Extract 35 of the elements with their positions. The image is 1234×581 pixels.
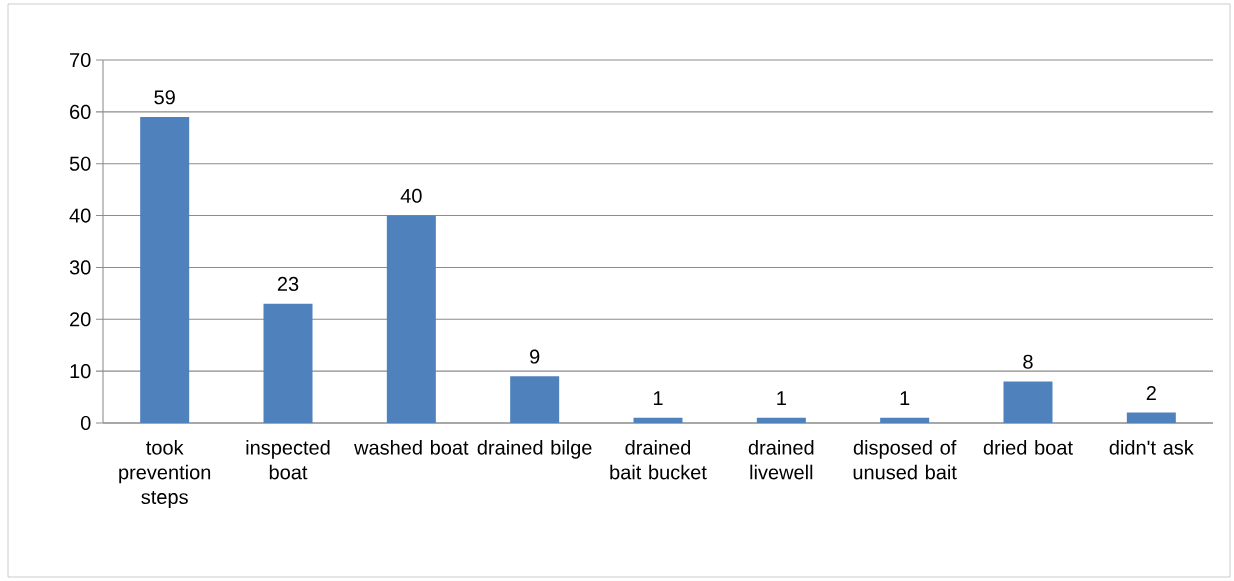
data-label: 40 [400, 188, 422, 203]
y-tick-label: 40 [69, 208, 91, 223]
x-tick-label: inspected boat [246, 440, 330, 480]
y-tick-label: 30 [69, 260, 91, 275]
y-tick-label: 70 [70, 52, 91, 68]
x-tick-label: drained bait bucket [610, 440, 707, 480]
data-label: 1 [653, 391, 663, 406]
y-tick-label: 60 [70, 104, 91, 119]
x-tick-label: took prevention steps [119, 440, 211, 508]
bar [1003, 381, 1053, 423]
data-label: 23 [277, 276, 299, 291]
x-tick-label: drained bilge [477, 440, 592, 459]
data-label: 9 [530, 349, 540, 364]
y-tick-label: 10 [70, 364, 91, 379]
data-label: 1 [777, 391, 786, 406]
x-tick-label: disposed of unused bait [853, 440, 957, 480]
bar [756, 417, 806, 423]
x-tick-label: dried boat [983, 440, 1073, 455]
data-label: 2 [1146, 385, 1156, 400]
bar [880, 417, 930, 423]
bar [510, 376, 560, 423]
bar [633, 417, 683, 423]
y-tick-label: 50 [69, 156, 91, 171]
y-tick-label: 0 [80, 415, 91, 431]
data-label: 59 [154, 90, 175, 105]
bar [386, 215, 436, 423]
bar [140, 117, 190, 423]
data-label: 1 [900, 391, 910, 406]
y-tick-label: 20 [70, 312, 91, 327]
x-tick-label: didn't ask [1109, 440, 1194, 455]
data-label: 8 [1023, 354, 1033, 369]
x-tick-label: drained livewell [748, 440, 814, 480]
bar [1126, 412, 1176, 423]
bar [263, 303, 313, 423]
x-tick-label: washed boat [354, 440, 469, 455]
